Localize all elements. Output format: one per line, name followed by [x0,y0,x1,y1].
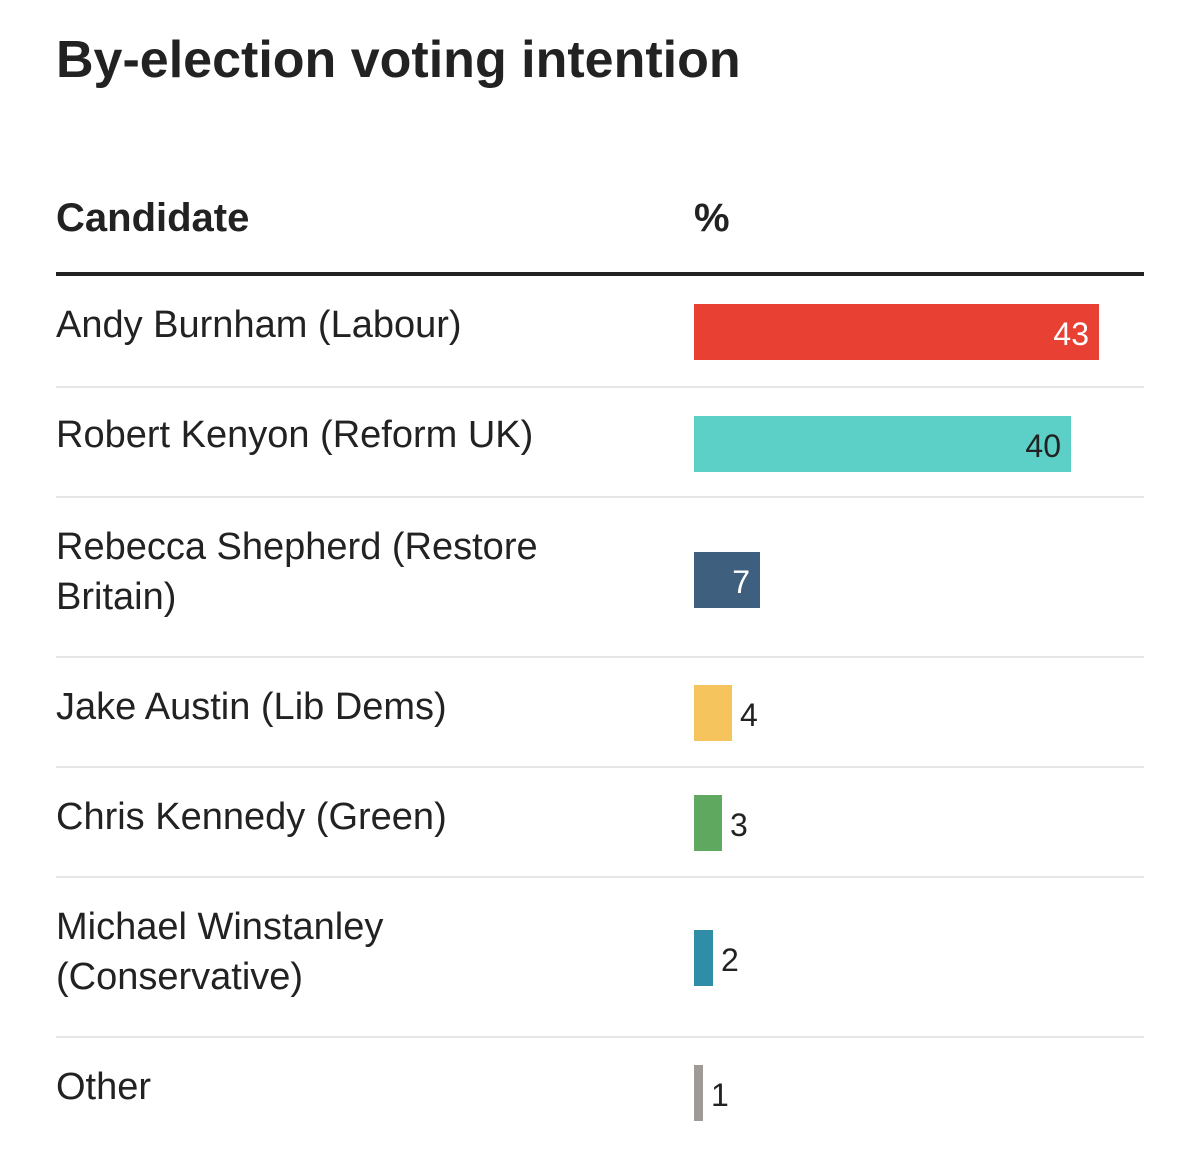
bar [694,795,722,851]
candidate-name: Other [56,1066,152,1108]
table-row: Rebecca Shepherd (Restore Britain) 7 [56,498,1144,658]
table-header: Candidate % [56,190,1144,276]
bar-value-label: 1 [711,1077,729,1113]
bar-value-label: 40 [1025,428,1061,464]
bar-value-label: 7 [732,564,750,600]
table-row: Jake Austin (Lib Dems) 4 [56,658,1144,768]
bar-value-label: 4 [740,697,758,733]
candidate-name: Rebecca Shepherd (Restore Britain) [56,526,538,618]
table-body: Andy Burnham (Labour) 43 Robert Kenyon (Re… [56,276,1144,1148]
bar [694,930,713,986]
results-table: Candidate % Andy Burnham (Labour) 43 Rober… [56,190,1144,1148]
candidate-name: Jake Austin (Lib Dems) [56,686,447,728]
candidate-name: Michael Winstanley (Conservative) [56,906,384,998]
candidate-name: Andy Burnham (Labour) [56,304,462,346]
bar [694,1065,703,1121]
bar-value-label: 2 [721,942,739,978]
column-header-percent: % [694,196,730,240]
table-row: Other 1 [56,1038,1144,1148]
bar [694,685,732,741]
table-row: Chris Kennedy (Green) 3 [56,768,1144,878]
bar [694,416,1071,472]
column-header-candidate: Candidate [56,196,250,240]
table-row: Michael Winstanley (Conservative) 2 [56,878,1144,1038]
candidate-name: Chris Kennedy (Green) [56,796,447,838]
table-row: Robert Kenyon (Reform UK) 40 [56,388,1144,498]
bar [694,552,760,608]
bar-value-label: 43 [1053,316,1089,352]
bar-value-label: 3 [730,807,748,843]
table-row: Andy Burnham (Labour) 43 [56,276,1144,388]
candidate-name: Robert Kenyon (Reform UK) [56,414,534,456]
chart-title: By-election voting intention [56,31,741,89]
bar [694,304,1099,360]
